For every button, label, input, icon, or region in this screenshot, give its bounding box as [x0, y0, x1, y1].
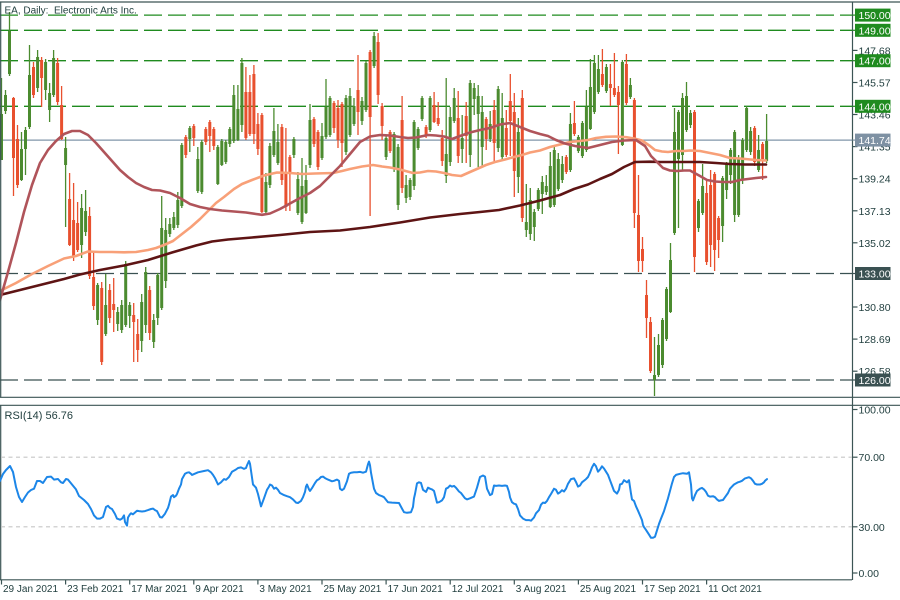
svg-text:3 May 2021: 3 May 2021: [259, 584, 312, 595]
svg-text:RSI(14) 56.76: RSI(14) 56.76: [5, 410, 73, 422]
svg-text:23 Feb 2021: 23 Feb 2021: [67, 584, 124, 595]
svg-text:133.00: 133.00: [859, 269, 891, 281]
svg-text:126.00: 126.00: [859, 375, 891, 387]
svg-text:147.00: 147.00: [859, 56, 891, 68]
svg-text:29 Jan 2021: 29 Jan 2021: [3, 584, 58, 595]
svg-text:25 May 2021: 25 May 2021: [324, 584, 382, 595]
svg-text:70.00: 70.00: [859, 452, 885, 464]
svg-text:144.00: 144.00: [859, 101, 891, 113]
svg-text:17 Sep 2021: 17 Sep 2021: [644, 584, 701, 595]
svg-text:9 Apr 2021: 9 Apr 2021: [195, 584, 244, 595]
svg-text:130.80: 130.80: [859, 302, 891, 314]
svg-text:11 Oct 2021: 11 Oct 2021: [708, 584, 762, 595]
svg-text:128.69: 128.69: [859, 334, 891, 346]
svg-text:100.00: 100.00: [859, 405, 891, 417]
svg-text:141.74: 141.74: [859, 135, 891, 147]
svg-text:3 Aug 2021: 3 Aug 2021: [516, 584, 567, 595]
svg-text:25 Aug 2021: 25 Aug 2021: [580, 584, 637, 595]
svg-text:12 Jul 2021: 12 Jul 2021: [452, 584, 504, 595]
svg-text:0.00: 0.00: [859, 568, 880, 580]
svg-text:EA, Daily: Electronic Arts In: EA, Daily: Electronic Arts Inc.: [5, 6, 137, 17]
svg-text:139.24: 139.24: [859, 174, 891, 186]
svg-text:135.02: 135.02: [859, 238, 891, 250]
svg-text:145.57: 145.57: [859, 78, 891, 90]
svg-text:17 Jun 2021: 17 Jun 2021: [388, 584, 443, 595]
svg-text:30.00: 30.00: [859, 522, 885, 534]
svg-text:137.13: 137.13: [859, 206, 891, 218]
svg-text:149.00: 149.00: [859, 25, 891, 37]
svg-text:150.00: 150.00: [859, 10, 891, 22]
svg-text:17 Mar 2021: 17 Mar 2021: [131, 584, 188, 595]
